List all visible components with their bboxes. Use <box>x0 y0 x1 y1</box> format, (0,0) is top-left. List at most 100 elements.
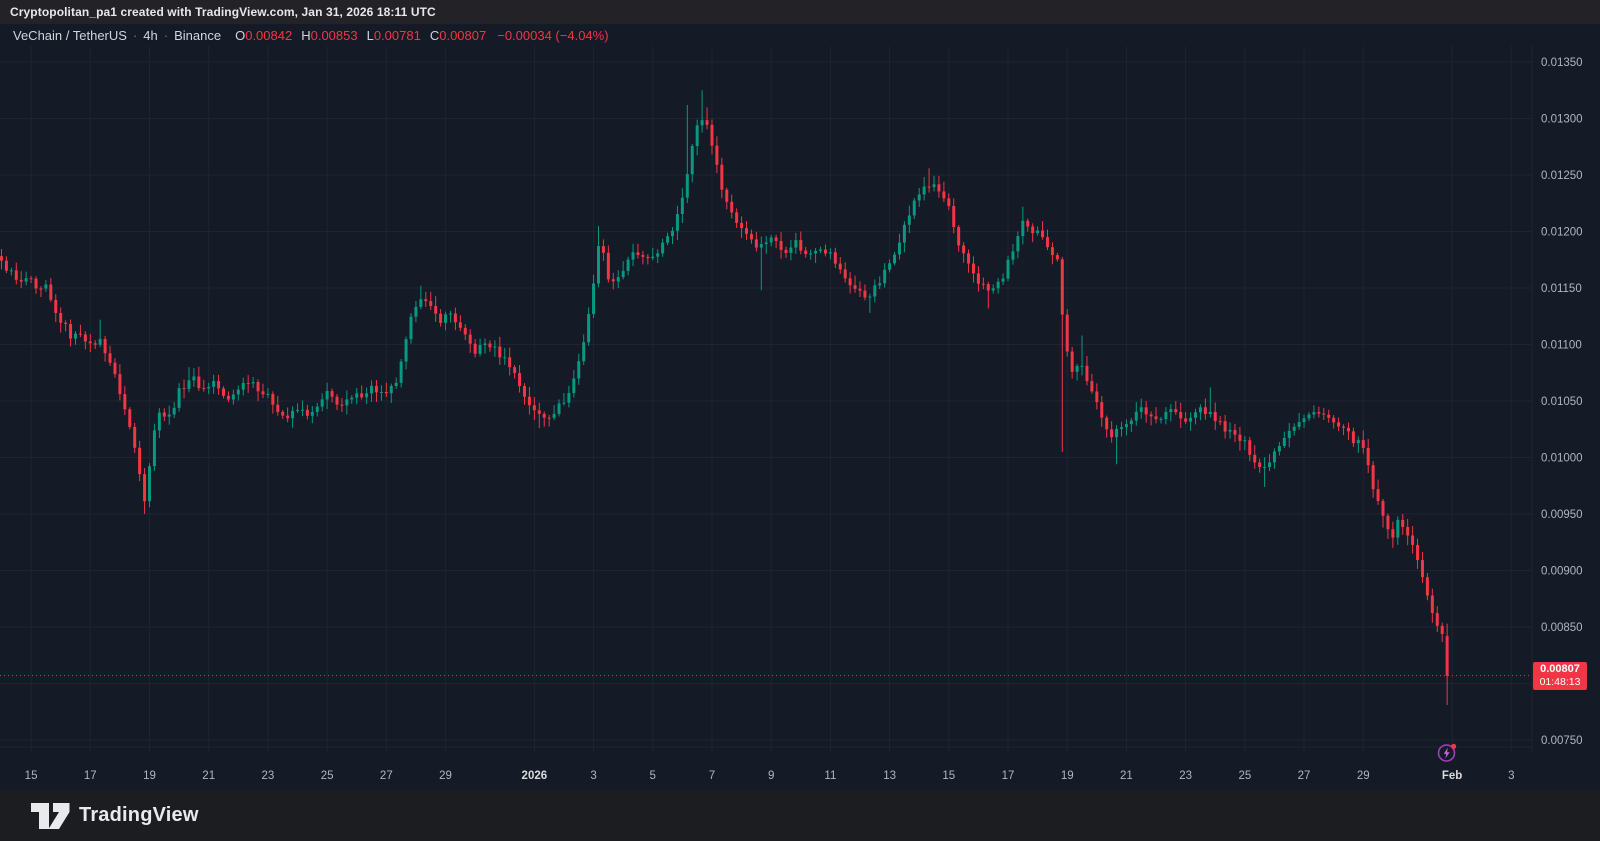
candle-body <box>937 184 941 192</box>
candle-body <box>883 269 887 284</box>
candle-body <box>942 191 946 199</box>
candle-body <box>261 391 265 395</box>
candle-body <box>108 353 112 363</box>
candle-body <box>503 357 507 359</box>
candle-body <box>804 250 808 255</box>
candle-body <box>429 301 433 307</box>
brand-name[interactable]: TradingView <box>79 804 199 826</box>
candle-body <box>562 402 566 404</box>
candle-body <box>774 237 778 241</box>
price-scale-labels: 0.01350 0.01300 0.01250 0.01200 0.01150 0.011… <box>1541 57 1583 747</box>
notification-dot <box>1451 743 1457 749</box>
candle-body <box>720 164 724 190</box>
candle-body <box>1149 414 1153 417</box>
candle-body <box>1396 519 1400 538</box>
candle-body <box>458 322 462 328</box>
candle-body <box>532 405 536 411</box>
candle-body <box>863 290 867 298</box>
candle-body <box>680 197 684 215</box>
candle-body <box>29 278 33 280</box>
candle-body <box>735 212 739 223</box>
candle-body <box>1041 230 1045 238</box>
candle-body <box>567 393 571 403</box>
candle-body <box>646 256 650 259</box>
candle-body <box>907 215 911 225</box>
open-label: O <box>235 27 246 43</box>
candle-body <box>917 194 921 201</box>
change-value: −0.00034 (−4.04%) <box>497 27 609 43</box>
candle-body <box>1050 247 1054 256</box>
candle-body <box>1021 220 1025 237</box>
candle-body <box>962 245 966 254</box>
candle-body <box>236 389 240 395</box>
candle-body <box>478 345 482 354</box>
candle-body <box>1292 426 1296 431</box>
candle-body <box>370 385 374 394</box>
candle-body <box>365 393 369 398</box>
candle-body <box>88 341 92 344</box>
candle-body <box>59 312 63 323</box>
candle-body <box>1248 440 1252 455</box>
exchange-name: Binance <box>174 27 222 43</box>
time-tick-label: 19 <box>1061 770 1074 782</box>
candle-body <box>764 242 768 245</box>
candle-body <box>1268 462 1272 468</box>
candle-body <box>1411 535 1415 545</box>
time-tick-label: 27 <box>1298 770 1311 782</box>
candle-body <box>256 382 260 392</box>
candle-body <box>1095 391 1099 403</box>
interval-value[interactable]: 4h <box>143 27 158 43</box>
time-tick-label: 3 <box>590 770 596 782</box>
candle-body <box>98 338 102 345</box>
candle-body <box>1356 440 1360 444</box>
candle-body <box>1435 613 1439 626</box>
symbol-name[interactable]: VeChain / TetherUS <box>13 27 127 43</box>
candle-body <box>276 404 280 412</box>
close-value: 0.00807 <box>439 27 487 43</box>
candle-body <box>1376 489 1380 501</box>
candle-body <box>616 277 620 282</box>
candle-body <box>508 357 512 368</box>
candle-body <box>522 385 526 397</box>
time-tick-label: Feb <box>1442 770 1462 782</box>
candle-body <box>690 145 694 175</box>
candle-body <box>217 380 221 389</box>
candle-body <box>878 283 882 286</box>
candle-body <box>1361 440 1365 448</box>
candle-body <box>1327 414 1331 418</box>
time-tick-label: 2026 <box>522 770 548 782</box>
tradingview-logo-icon[interactable] <box>31 802 70 829</box>
price-tick-label: 0.01350 <box>1541 57 1583 69</box>
time-tick-label: 13 <box>883 770 896 782</box>
candle-body <box>661 242 665 254</box>
event-marker-icon[interactable] <box>1437 743 1457 763</box>
candle-body <box>1208 411 1212 415</box>
candle-body <box>1110 429 1114 438</box>
candle-body <box>784 249 788 253</box>
candle-body <box>799 240 803 251</box>
candle-body <box>389 386 393 394</box>
candle-body <box>1401 519 1405 527</box>
price-tick-label: 0.01050 <box>1541 396 1583 408</box>
bar-countdown: 01:48:13 <box>1539 675 1581 688</box>
time-tick-label: 5 <box>650 770 656 782</box>
candle-body <box>241 382 245 390</box>
candle-body <box>167 414 171 417</box>
candle-body <box>1425 577 1429 596</box>
candle-body <box>197 376 201 389</box>
candle-body <box>651 256 655 259</box>
candle-body <box>399 361 403 383</box>
candle-body <box>320 399 324 407</box>
candle-body <box>828 252 832 254</box>
candle-body <box>281 411 285 416</box>
candle-body <box>207 386 211 389</box>
candle-body <box>1184 418 1188 422</box>
price-tick-label: 0.00750 <box>1541 735 1583 747</box>
candle-body <box>537 410 541 414</box>
candle-body <box>932 184 936 188</box>
candle-body <box>434 306 438 314</box>
candle-body <box>1164 412 1168 420</box>
price-tick-label: 0.00850 <box>1541 622 1583 634</box>
candle-body <box>222 388 226 396</box>
candle-body <box>1386 515 1390 530</box>
